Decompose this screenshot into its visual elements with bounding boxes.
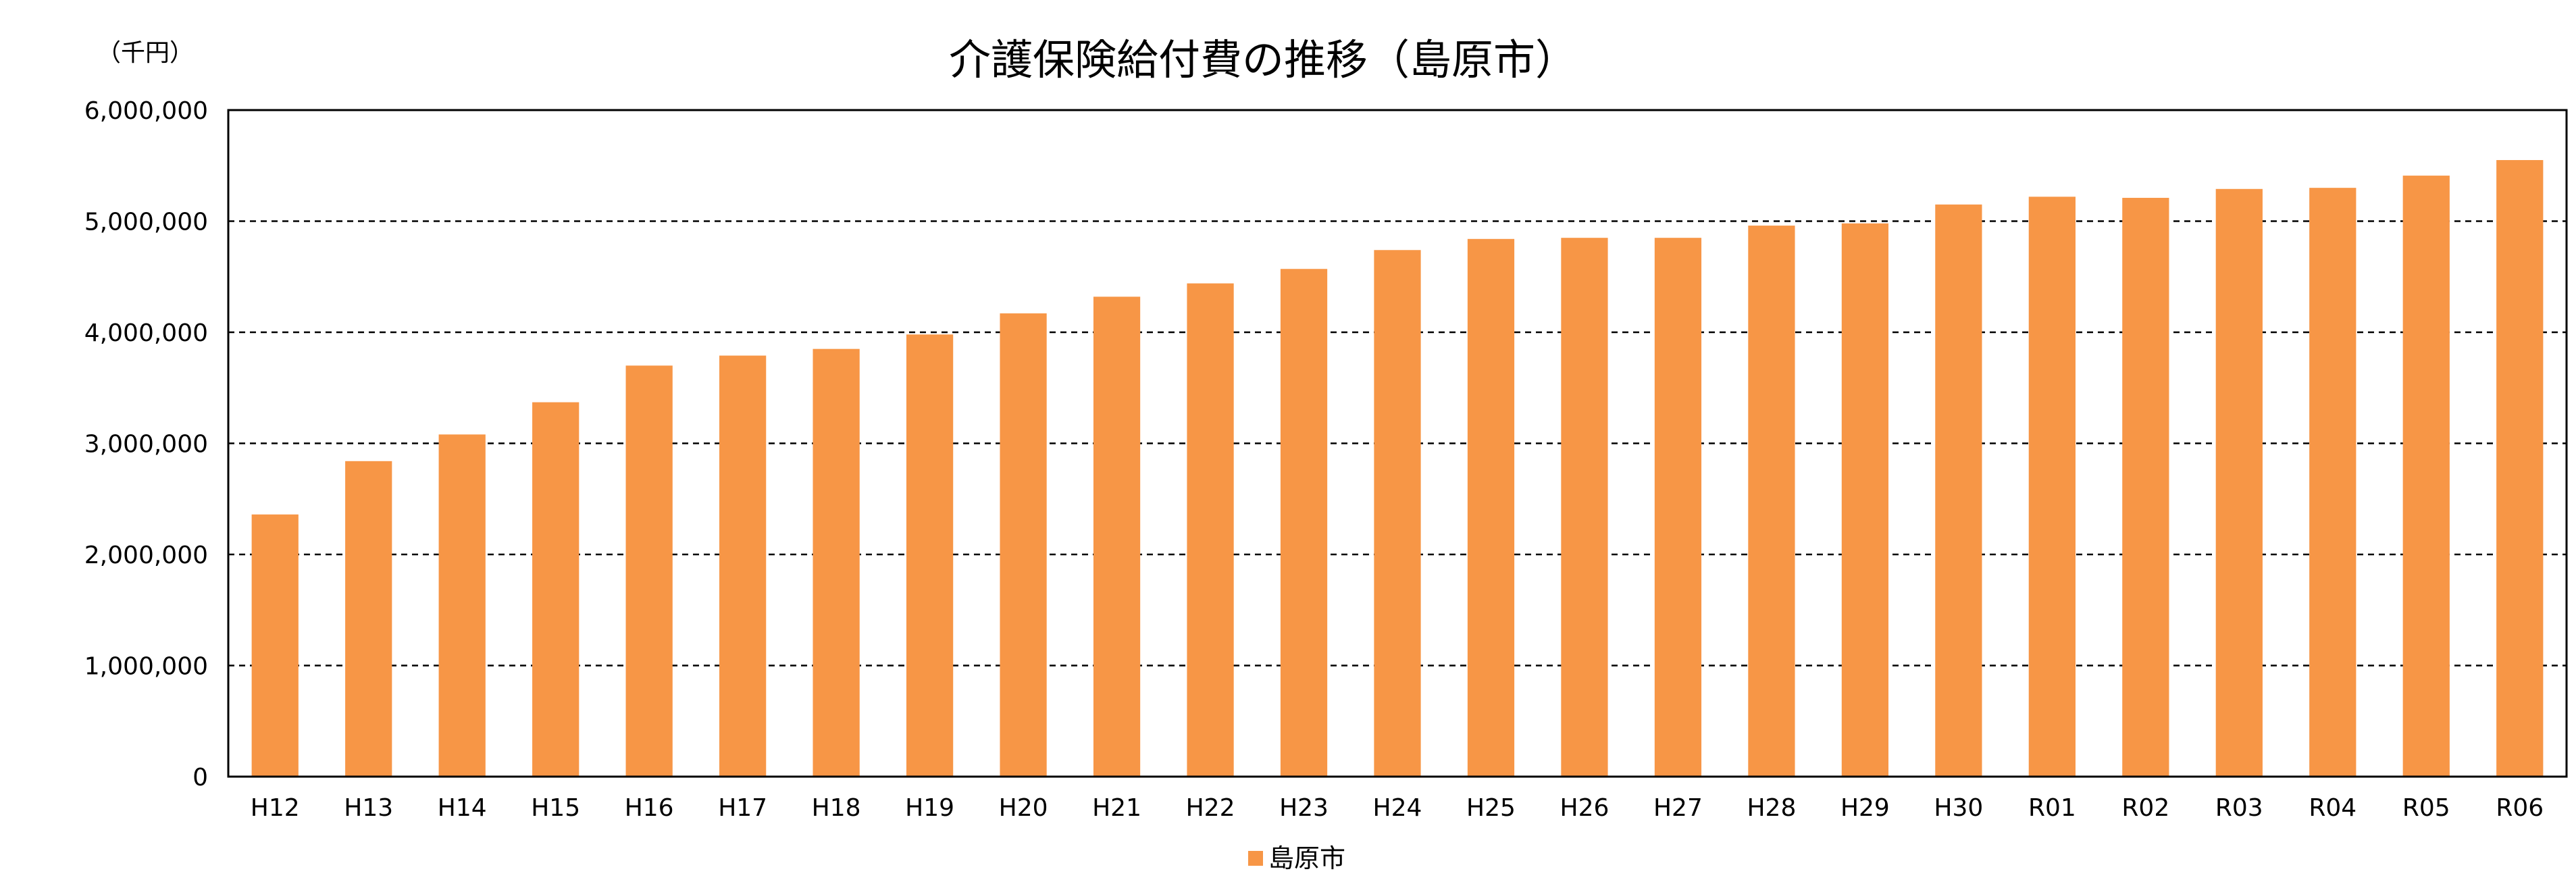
y-tick-label: 4,000,000 bbox=[84, 319, 208, 347]
bar bbox=[1467, 238, 1515, 777]
bar bbox=[1748, 226, 1795, 777]
x-tick-label: H16 bbox=[625, 794, 674, 822]
bar bbox=[2028, 197, 2076, 777]
legend: 島原市 bbox=[1248, 843, 1345, 873]
legend-label: 島原市 bbox=[1268, 843, 1345, 873]
bar bbox=[1374, 250, 1421, 777]
x-tick-label: H29 bbox=[1840, 794, 1890, 822]
plot-area-frame bbox=[227, 109, 2568, 778]
bar bbox=[345, 461, 392, 777]
bar bbox=[1841, 223, 1889, 777]
chart-title: 介護保険給付費の推移（島原市） bbox=[949, 35, 1577, 84]
x-tick-label: H26 bbox=[1560, 794, 1609, 822]
x-tick-label: R05 bbox=[2402, 794, 2450, 822]
bar bbox=[906, 334, 954, 777]
x-tick-label: R02 bbox=[2121, 794, 2169, 822]
x-tick-label: H21 bbox=[1092, 794, 1141, 822]
bar bbox=[1000, 313, 1047, 777]
bar bbox=[2215, 188, 2263, 777]
x-tick-label: H20 bbox=[999, 794, 1048, 822]
x-tick-label: H25 bbox=[1466, 794, 1516, 822]
x-tick-label: H30 bbox=[1934, 794, 1983, 822]
y-tick-label: 2,000,000 bbox=[84, 542, 208, 569]
bar bbox=[1093, 296, 1141, 777]
bar bbox=[625, 365, 673, 777]
y-tick-label: 5,000,000 bbox=[84, 209, 208, 236]
y-tick-label: 6,000,000 bbox=[84, 97, 208, 125]
bar bbox=[2122, 197, 2169, 777]
bar bbox=[1187, 283, 1234, 777]
legend-swatch bbox=[1248, 851, 1263, 866]
bar bbox=[1935, 204, 1982, 777]
y-tick-label: 0 bbox=[192, 764, 208, 791]
x-tick-label: H23 bbox=[1279, 794, 1329, 822]
x-tick-label: R04 bbox=[2309, 794, 2356, 822]
x-tick-label: H27 bbox=[1653, 794, 1703, 822]
bar bbox=[719, 355, 767, 777]
bar bbox=[1654, 238, 1702, 777]
x-tick-label: H22 bbox=[1186, 794, 1235, 822]
bar bbox=[1561, 238, 1608, 777]
bar bbox=[2496, 160, 2544, 777]
x-tick-label: H24 bbox=[1373, 794, 1422, 822]
x-tick-label: R01 bbox=[2028, 794, 2076, 822]
y-tick-label: 1,000,000 bbox=[84, 653, 208, 681]
bar bbox=[438, 434, 486, 777]
bar bbox=[532, 402, 579, 777]
x-tick-label: H13 bbox=[344, 794, 393, 822]
y-axis-ticks: 0 1,000,000 2,000,000 3,000,000 4,000,000 5,0… bbox=[84, 97, 208, 791]
bar bbox=[251, 514, 299, 777]
x-tick-label: H18 bbox=[812, 794, 861, 822]
bar bbox=[1280, 269, 1328, 777]
x-tick-label: H19 bbox=[905, 794, 954, 822]
x-tick-label: R03 bbox=[2215, 794, 2263, 822]
x-tick-label: H15 bbox=[531, 794, 580, 822]
x-tick-label: H17 bbox=[718, 794, 767, 822]
bar bbox=[2402, 176, 2450, 777]
x-tick-label: H12 bbox=[251, 794, 300, 822]
x-tick-label: H28 bbox=[1747, 794, 1796, 822]
x-axis-ticks: H12 H13 H14 H15 H16 H17 H18 H19 H20 H21 H22 H23 H24 H… bbox=[251, 794, 2544, 822]
y-tick-label: 3,000,000 bbox=[84, 431, 208, 459]
bar bbox=[813, 348, 860, 777]
x-tick-label: H14 bbox=[438, 794, 487, 822]
x-tick-label: R06 bbox=[2496, 794, 2544, 822]
y-unit-label: （千円） bbox=[97, 39, 194, 67]
bars bbox=[251, 160, 2544, 777]
bar bbox=[2309, 188, 2356, 777]
